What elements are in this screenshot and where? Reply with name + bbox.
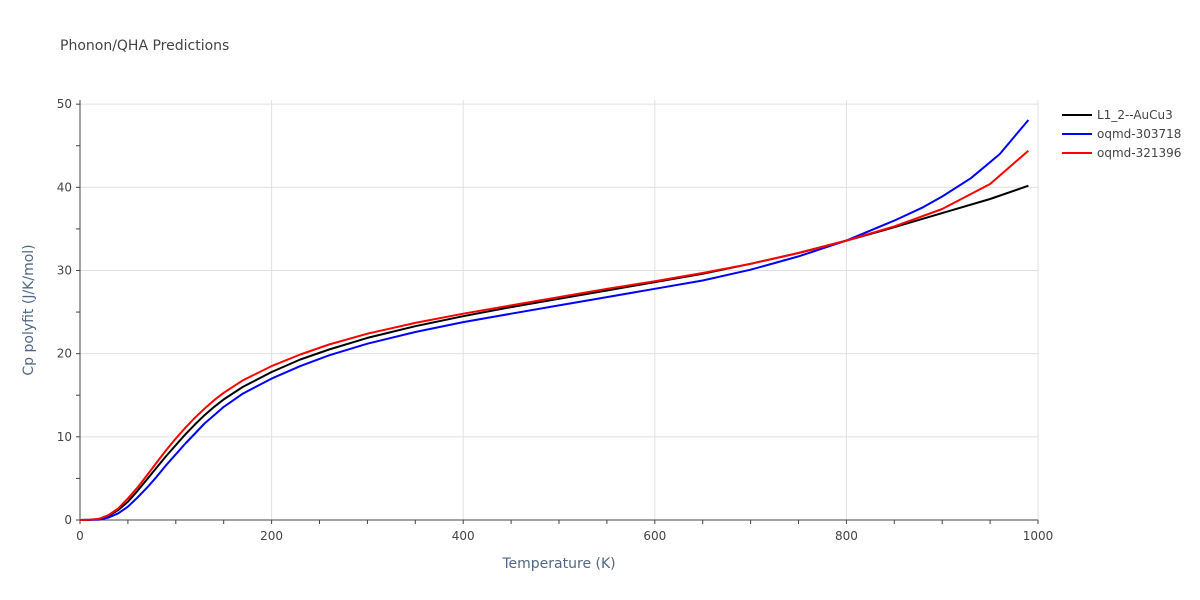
y-axis-label: Cp polyfit (J/K/mol) <box>21 244 37 375</box>
x-tick-label: 600 <box>643 529 666 543</box>
x-tick-label: 800 <box>835 529 858 543</box>
legend-entry[interactable]: oqmd-321396 <box>1097 146 1181 160</box>
series-line-L1_2--AuCu3 <box>79 184 1029 521</box>
legend-entry[interactable]: L1_2--AuCu3 <box>1097 108 1173 122</box>
y-axis-ticks: 0 10 20 30 40 50 <box>57 97 80 527</box>
y-tick-label: 30 <box>57 263 72 277</box>
x-tick-label: 200 <box>260 529 283 543</box>
x-axis-ticks: 0 200 400 600 800 1000 <box>76 520 1053 543</box>
grid <box>79 100 1039 521</box>
plot-area <box>79 119 1030 521</box>
y-tick-label: 20 <box>57 347 72 361</box>
x-axis-label: Temperature (K) <box>501 556 615 572</box>
y-tick-label: 0 <box>64 513 72 527</box>
legend-entry[interactable]: oqmd-303718 <box>1097 127 1181 141</box>
legend[interactable]: L1_2--AuCu3 oqmd-303718 oqmd-321396 <box>1062 108 1181 160</box>
x-tick-label: 400 <box>452 529 475 543</box>
x-tick-label: 0 <box>76 529 84 543</box>
x-tick-label: 1000 <box>1023 529 1054 543</box>
series-line-oqmd-321396 <box>79 149 1030 521</box>
y-tick-label: 10 <box>57 430 72 444</box>
series-line-oqmd-303718 <box>79 119 1030 521</box>
y-tick-label: 40 <box>57 180 72 194</box>
chart-title: Phonon/QHA Predictions <box>60 38 229 54</box>
y-tick-label: 50 <box>57 97 72 111</box>
